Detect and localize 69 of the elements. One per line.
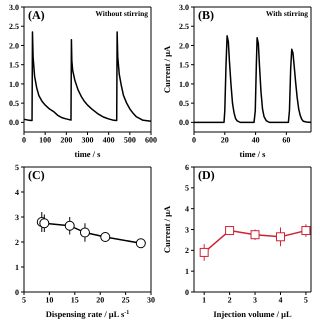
y-tick-label: 4 xyxy=(185,204,189,214)
chart-title: (A) xyxy=(28,8,45,23)
y-tick-label: 1.5 xyxy=(179,60,189,70)
y-tick-label: 2 xyxy=(15,238,19,247)
x-tick-label: 10 xyxy=(45,296,54,305)
x-tick-label: 600 xyxy=(145,136,157,145)
y-tick-label: 4 xyxy=(15,188,19,197)
y-tick-label: 1.5 xyxy=(9,60,19,70)
point xyxy=(136,238,146,248)
x-axis-title: Dispensing rate / μL s$^{-1}$ xyxy=(46,309,130,319)
x-tick-label: 25 xyxy=(122,296,130,305)
y-tick-label: 3.0 xyxy=(9,2,19,12)
y-tick-label: 1.0 xyxy=(9,80,19,89)
point xyxy=(276,232,285,242)
x-tick-label: 200 xyxy=(60,136,72,145)
x-tick-label: 60 xyxy=(282,136,290,145)
x-tick-label: 5 xyxy=(304,296,308,305)
y-tick-label: 0.0 xyxy=(9,118,19,128)
y-tick-label: 3 xyxy=(15,212,19,222)
x-axis-title: Injection volume / μL xyxy=(213,309,292,319)
point xyxy=(39,218,50,228)
x-tick-label: 300 xyxy=(82,136,94,145)
x-tick-label: 3 xyxy=(253,296,258,305)
x-tick-label: 4 xyxy=(278,296,282,305)
x-tick-label: 0 xyxy=(192,136,196,145)
y-tick-label: 1.0 xyxy=(179,80,189,89)
y-tick-label: 0.0 xyxy=(179,118,189,128)
y-tick-label: 0.5 xyxy=(9,98,19,108)
point xyxy=(100,232,110,242)
y-tick-label: 2 xyxy=(185,246,189,256)
y-tick-label: 5 xyxy=(185,184,189,193)
y-axis-title: Current / μA xyxy=(162,45,172,94)
x-tick-label: 20 xyxy=(96,296,104,305)
x-axis-title: time / s xyxy=(74,149,102,159)
y-tick-label: 2.5 xyxy=(179,22,189,32)
x-tick-label: 500 xyxy=(124,136,136,145)
y-tick-label: 6 xyxy=(185,162,189,172)
y-tick-label: 2.0 xyxy=(179,41,189,50)
y-tick-label: 1 xyxy=(15,262,19,272)
y-tick-label: 2.0 xyxy=(9,41,19,50)
point xyxy=(200,248,209,257)
x-tick-label: 0 xyxy=(22,136,26,145)
x-tick-label: 5 xyxy=(22,296,26,305)
x-tick-label: 1 xyxy=(202,296,206,305)
point xyxy=(225,226,234,236)
x-axis-title: time / s xyxy=(240,149,266,159)
y-axis-title: Current / μA xyxy=(162,205,172,254)
chart-title: (B) xyxy=(198,8,214,23)
x-tick-label: 2 xyxy=(228,296,232,305)
point xyxy=(301,226,310,236)
x-tick-label: 100 xyxy=(39,136,52,145)
chart-title: (D) xyxy=(198,168,215,183)
point xyxy=(80,228,90,238)
y-tick-label: 3.0 xyxy=(179,2,189,12)
chart-title: (C) xyxy=(28,168,45,183)
x-tick-label: 15 xyxy=(70,296,79,305)
x-tick-label: 40 xyxy=(252,136,260,145)
y-tick-label: 2.5 xyxy=(9,22,19,32)
point xyxy=(250,230,260,240)
y-tick-label: 3 xyxy=(185,225,189,234)
y-tick-label: 0.5 xyxy=(179,98,189,108)
point xyxy=(64,220,75,231)
y-tick-label: 0 xyxy=(15,288,19,297)
x-tick-label: 20 xyxy=(220,136,229,145)
x-tick-label: 30 xyxy=(147,296,155,305)
x-tick-label: 400 xyxy=(102,136,115,145)
y-tick-label: 0 xyxy=(185,288,189,297)
y-tick-label: 5 xyxy=(15,162,19,172)
y-tick-label: 1 xyxy=(185,267,189,276)
